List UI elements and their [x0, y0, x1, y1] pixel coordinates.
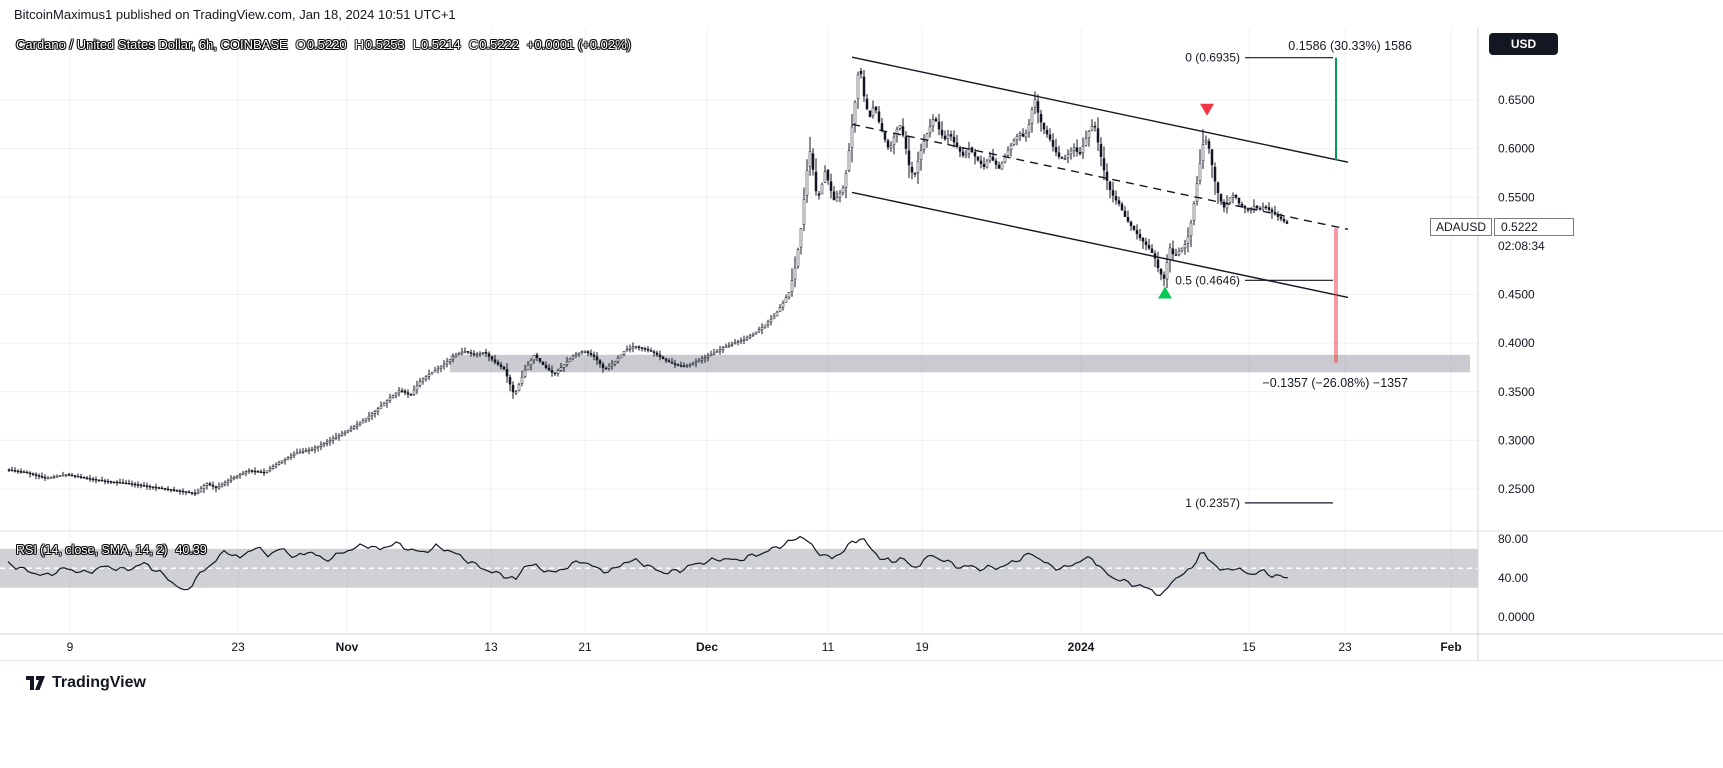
triangle-down-marker — [1200, 103, 1214, 116]
time-axis-label: 9 — [67, 640, 74, 654]
bar-countdown: 02:08:34 — [1498, 239, 1545, 253]
rsi-axis-label: 0.0000 — [1498, 610, 1535, 624]
ohlc-high-label: H — [354, 37, 364, 52]
time-axis-label: 19 — [915, 640, 929, 654]
snapshot-title: BitcoinMaximus1 published on TradingView… — [14, 6, 456, 22]
fib-level-label: 0 (0.6935) — [1185, 51, 1240, 65]
last-price-value: 0.5222 — [1494, 218, 1575, 236]
channel-mid-line — [851, 123, 1349, 231]
tradingview-logo-text: TradingView — [52, 674, 146, 691]
measure-label: −0.1357 (−26.08%) −1357 — [1262, 376, 1408, 390]
time-axis-label: 11 — [822, 640, 835, 654]
candle-wicks — [8, 67, 1288, 496]
measure-label: 0.1586 (30.33%) 1586 — [1288, 39, 1412, 53]
ohlc-close-label: C — [468, 37, 479, 52]
ohlc-high: H 0.5253 — [355, 37, 405, 52]
price-axis-label: 0.4000 — [1498, 336, 1535, 350]
candlestick-series — [7, 70, 1289, 495]
time-axis-label: Nov — [336, 640, 359, 654]
time-axis-label: 13 — [484, 640, 498, 654]
time-axis-label: Feb — [1440, 640, 1461, 654]
chart-legend: Cardano / United States Dollar, 6h, COIN… — [16, 37, 631, 52]
change-value: +0.0001 (+0.02%) — [526, 37, 631, 52]
ohlc-low: L 0.5214 — [413, 37, 461, 52]
price-axis-label: 0.2500 — [1498, 482, 1535, 496]
rsi-line — [7, 535, 1289, 597]
ohlc-low-label: L — [412, 37, 420, 52]
triangle-up-marker — [1158, 286, 1172, 299]
channel-lower-line — [851, 191, 1349, 299]
ohlc-open-value: 0.5220 — [306, 37, 347, 52]
time-scale[interactable] — [0, 634, 1723, 660]
price-axis-label: 0.3000 — [1498, 433, 1535, 447]
time-axis-label: Dec — [696, 640, 718, 654]
ohlc-close-value: 0.5222 — [479, 37, 519, 52]
rsi-indicator-value: 40.39 — [175, 543, 207, 557]
price-axis-label: 0.6500 — [1498, 93, 1535, 107]
fib-level-label: 1 (0.2357) — [1185, 496, 1240, 510]
price-axis-label: 0.5500 — [1498, 190, 1535, 204]
ohlc-open-label: O — [295, 37, 306, 52]
time-axis-label: 2024 — [1068, 640, 1095, 654]
currency-toggle-button[interactable]: USD — [1489, 33, 1558, 55]
ohlc-close: C 0.5222 — [469, 37, 519, 52]
tradingview-logo[interactable]: TradingView — [26, 674, 146, 692]
tradingview-logo-icon — [26, 675, 45, 690]
time-axis-label: 15 — [1242, 640, 1256, 654]
rsi-legend: RSI (14, close, SMA, 14, 2) 40.39 — [16, 543, 207, 557]
ohlc-high-value: 0.5253 — [364, 37, 405, 52]
symbol-title: Cardano / United States Dollar, 6h, COIN… — [16, 37, 288, 52]
snapshot-footer: TradingView — [0, 660, 1723, 768]
rsi-indicator-name: RSI (14, close, SMA, 14, 2) — [16, 543, 168, 557]
ohlc-open: O 0.5220 — [296, 37, 347, 52]
time-axis-label: 23 — [1338, 640, 1352, 654]
price-axis-label: 0.3500 — [1498, 385, 1535, 399]
channel-upper-line — [851, 56, 1349, 163]
price-scale[interactable] — [1478, 28, 1723, 634]
last-price-tag: ADAUSD 0.5222 — [1430, 218, 1575, 236]
time-axis-label: 23 — [231, 640, 245, 654]
snapshot-header: BitcoinMaximus1 published on TradingView… — [0, 0, 1723, 28]
symbol-badge: ADAUSD — [1430, 218, 1493, 236]
ohlc-low-value: 0.5214 — [420, 37, 461, 52]
price-axis-label: 0.4500 — [1498, 288, 1535, 302]
rsi-axis-label: 80.00 — [1498, 532, 1528, 546]
time-axis-label: 21 — [578, 640, 592, 654]
fib-level-label: 0.5 (0.4646) — [1175, 273, 1240, 287]
rsi-axis-label: 40.00 — [1498, 571, 1528, 585]
price-axis-label: 0.6000 — [1498, 142, 1535, 156]
